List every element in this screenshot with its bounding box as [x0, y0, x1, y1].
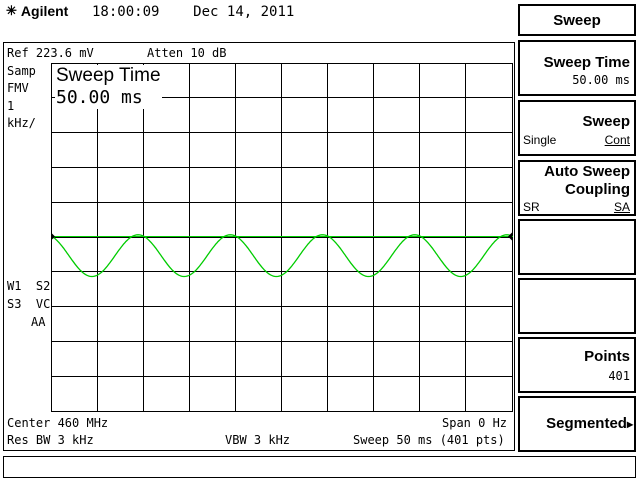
points-softkey-label: Points [584, 348, 630, 365]
graticule [51, 63, 513, 412]
sweep-mode-softkey-label: Sweep [582, 113, 630, 130]
scale-unit-label: kHz/ [7, 116, 36, 130]
logo-text: Agilent [20, 3, 69, 19]
center-frequency-label: Center 460 MHz [7, 416, 109, 430]
coupling-sr-option: SR [523, 200, 540, 214]
scale-type-label: FMV [7, 81, 29, 95]
segmented-softkey[interactable]: Segmented▸ [518, 396, 636, 452]
date-readout: Dec 14, 2011 [193, 4, 295, 20]
menu-title-label: Sweep [553, 12, 601, 29]
sweep-cont-option: Cont [604, 133, 630, 147]
submenu-arrow-icon: ▸ [626, 417, 633, 431]
detector-label: Samp [7, 64, 36, 78]
sweep-readout-label: Sweep 50 ms (401 pts) [353, 433, 505, 447]
trace-state-label-1: W1 S2 [7, 279, 51, 293]
segmented-softkey-label: Segmented▸ [546, 415, 633, 432]
analyzer-display [3, 42, 515, 451]
vbw-label: VBW 3 kHz [225, 433, 291, 447]
sweep-mode-softkey[interactable]: Sweep Single Cont [518, 100, 636, 156]
time-readout: 18:00:09 [92, 4, 160, 20]
date-time: 18:00:09 Dec 14, 2011 [92, 4, 294, 20]
res-bw-label: Res BW 3 kHz [7, 433, 94, 447]
points-softkey[interactable]: Points 401 [518, 337, 636, 393]
sweep-single-option: Single [523, 133, 557, 147]
auto-sweep-coupling-softkey[interactable]: Auto Sweep Coupling SR SA [518, 160, 636, 216]
auto-sweep-coupling-label: Auto Sweep Coupling [544, 163, 630, 198]
trace-state-label-3: AA [31, 315, 46, 329]
scale-value-label: 1 [7, 99, 15, 113]
active-function-name: Sweep Time [56, 65, 161, 86]
trace-state-label-2: S3 VC [7, 297, 51, 311]
display-line-marker-left [51, 232, 55, 241]
blank-softkey-2[interactable] [518, 278, 636, 334]
attenuation-label: Atten 10 dB [147, 46, 227, 60]
ref-level-label: Ref 223.6 mV [7, 46, 94, 60]
blank-softkey-1[interactable] [518, 219, 636, 275]
agilent-logo: ✳ Agilent [6, 3, 68, 19]
grid-lines [51, 63, 513, 412]
active-function-block: Sweep Time 50.00 ms [55, 65, 162, 109]
sweep-time-softkey[interactable]: Sweep Time 50.00 ms [518, 40, 636, 96]
active-function-value: 50.00 ms [56, 87, 143, 108]
points-softkey-value: 401 [608, 369, 630, 383]
agilent-spark-icon: ✳ [6, 3, 17, 18]
trace-1 [51, 234, 513, 278]
span-label: Span 0 Hz [442, 416, 508, 430]
display-line-marker-right [508, 232, 512, 241]
menu-title-sweep: Sweep [518, 4, 636, 36]
sweep-time-softkey-value: 50.00 ms [572, 73, 630, 87]
coupling-sa-option: SA [613, 200, 630, 214]
sweep-time-softkey-label: Sweep Time [543, 54, 630, 71]
top-bar: ✳ Agilent 18:00:09 Dec 14, 2011 [0, 0, 516, 24]
status-bar [3, 456, 636, 478]
